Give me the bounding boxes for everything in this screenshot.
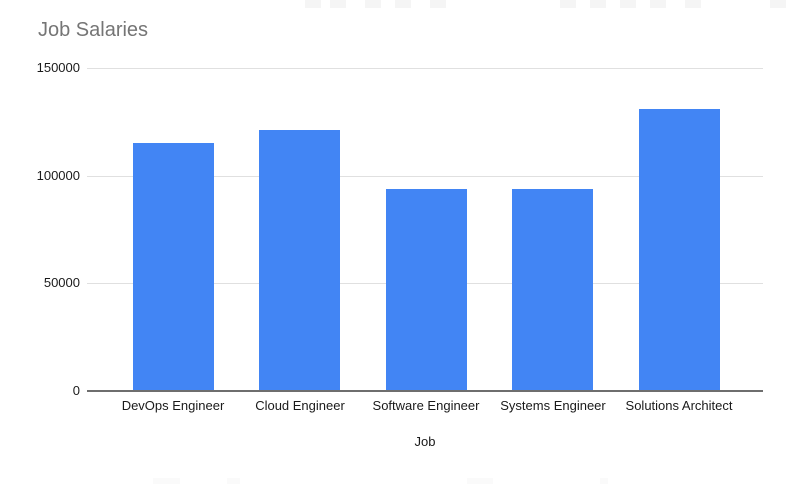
top-edge-artifact <box>685 0 701 8</box>
top-edge-artifact <box>330 0 346 8</box>
bar-cloud-engineer[interactable] <box>259 130 340 391</box>
x-axis-line <box>87 390 763 392</box>
x-tick-label: Cloud Engineer <box>255 398 345 413</box>
top-edge-artifact <box>560 0 576 8</box>
bar-devops-engineer[interactable] <box>133 143 214 391</box>
bar-systems-engineer[interactable] <box>512 189 593 391</box>
top-edge-artifact <box>590 0 606 8</box>
y-tick-label: 50000 <box>43 275 80 291</box>
chart-title: Job Salaries <box>38 19 149 41</box>
bar-solutions-architect[interactable] <box>639 109 720 391</box>
bottom-edge-artifact <box>467 478 493 484</box>
top-edge-artifact <box>650 0 666 8</box>
top-edge-artifact <box>305 0 321 8</box>
top-edge-artifact <box>365 0 381 8</box>
top-edge-artifact <box>395 0 411 8</box>
bottom-edge-artifact <box>153 478 180 484</box>
bottom-edge-artifact <box>600 478 608 484</box>
top-edge-artifact <box>770 0 786 8</box>
bar-software-engineer[interactable] <box>386 189 467 391</box>
x-axis-title: Job <box>414 434 436 449</box>
x-tick-label: DevOps Engineer <box>121 398 225 413</box>
x-tick-label: Solutions Architect <box>625 398 733 413</box>
top-edge-artifact <box>620 0 636 8</box>
y-tick-label: 0 <box>72 383 80 398</box>
x-tick-label: Systems Engineer <box>500 398 606 413</box>
bottom-edge-artifact <box>227 478 240 484</box>
gridline <box>87 68 763 69</box>
y-tick-label: 100000 <box>36 167 80 183</box>
top-edge-artifact <box>430 0 446 8</box>
y-tick-label: 150000 <box>36 60 80 75</box>
gridline <box>87 176 763 177</box>
x-tick-label: Software Engineer <box>372 398 480 413</box>
